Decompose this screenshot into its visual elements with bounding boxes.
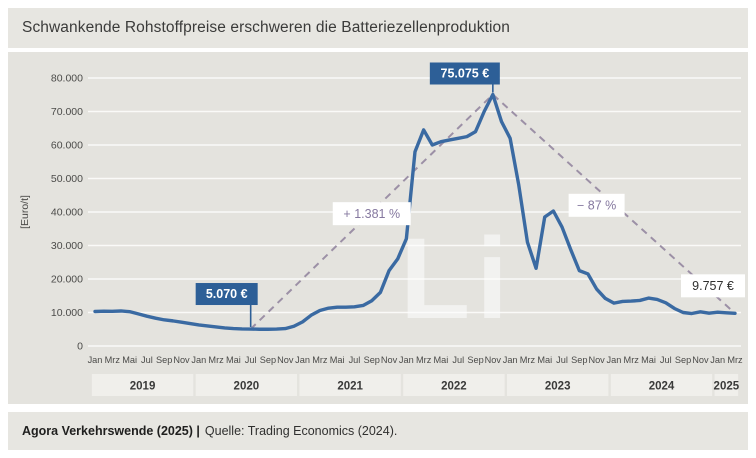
svg-text:Jan: Jan	[607, 355, 622, 365]
svg-text:[Euro/t]: [Euro/t]	[19, 195, 31, 229]
source-publisher: Agora Verkehrswende (2025) |	[22, 424, 200, 438]
svg-text:Sep: Sep	[571, 355, 587, 365]
svg-text:Jan: Jan	[295, 355, 310, 365]
svg-text:Jul: Jul	[349, 355, 361, 365]
svg-text:Nov: Nov	[173, 355, 190, 365]
svg-text:5.070 €: 5.070 €	[206, 287, 248, 301]
svg-text:Mrz: Mrz	[624, 355, 640, 365]
svg-text:Sep: Sep	[364, 355, 380, 365]
svg-text:Mai: Mai	[122, 355, 137, 365]
svg-text:Jan: Jan	[503, 355, 518, 365]
svg-text:Mai: Mai	[330, 355, 345, 365]
svg-text:20.000: 20.000	[51, 274, 83, 286]
svg-text:50.000: 50.000	[51, 173, 83, 185]
svg-text:2019: 2019	[130, 381, 156, 393]
svg-text:Jan: Jan	[399, 355, 414, 365]
svg-text:Jan: Jan	[88, 355, 103, 365]
svg-text:− 87 %: − 87 %	[577, 199, 616, 213]
svg-text:Nov: Nov	[692, 355, 709, 365]
svg-text:2020: 2020	[234, 381, 260, 393]
svg-text:Mrz: Mrz	[208, 355, 224, 365]
svg-text:Mrz: Mrz	[105, 355, 121, 365]
source-reference: Quelle: Trading Economics (2024).	[204, 424, 398, 438]
svg-text:Sep: Sep	[467, 355, 483, 365]
svg-text:70.000: 70.000	[51, 106, 83, 118]
svg-text:10.000: 10.000	[51, 307, 83, 319]
svg-text:Mrz: Mrz	[727, 355, 743, 365]
svg-text:Nov: Nov	[381, 355, 398, 365]
svg-text:60.000: 60.000	[51, 140, 83, 152]
source-bar: Agora Verkehrswende (2025) | Quelle: Tra…	[8, 412, 748, 450]
svg-text:80.000: 80.000	[51, 73, 83, 85]
svg-text:Mai: Mai	[537, 355, 552, 365]
svg-text:Jul: Jul	[141, 355, 153, 365]
svg-text:Jul: Jul	[660, 355, 672, 365]
svg-text:Nov: Nov	[277, 355, 294, 365]
svg-text:2024: 2024	[649, 381, 675, 393]
svg-text:0: 0	[77, 341, 83, 353]
svg-text:40.000: 40.000	[51, 207, 83, 219]
svg-text:75.075 €: 75.075 €	[441, 67, 490, 81]
lithium-price-line-chart: 0 10.000 20.000 30.000 40.000 50.000 60.000 70.…	[19, 62, 745, 396]
svg-text:30.000: 30.000	[51, 240, 83, 252]
svg-text:2025: 2025	[714, 381, 740, 393]
svg-text:Mrz: Mrz	[520, 355, 536, 365]
svg-text:Mrz: Mrz	[416, 355, 432, 365]
svg-text:Mrz: Mrz	[312, 355, 328, 365]
svg-text:Li: Li	[400, 215, 514, 343]
svg-text:2023: 2023	[545, 381, 571, 393]
svg-text:Jul: Jul	[556, 355, 568, 365]
svg-text:Sep: Sep	[156, 355, 172, 365]
svg-text:Nov: Nov	[485, 355, 502, 365]
svg-text:2021: 2021	[337, 381, 363, 393]
chart-title: Schwankende Rohstoffpreise erschweren di…	[22, 19, 510, 36]
svg-text:Jan: Jan	[191, 355, 206, 365]
svg-text:2022: 2022	[441, 381, 467, 393]
svg-text:Sep: Sep	[260, 355, 276, 365]
svg-text:9.757 €: 9.757 €	[692, 279, 734, 293]
svg-text:+ 1.381 %: + 1.381 %	[343, 207, 400, 221]
svg-text:Nov: Nov	[588, 355, 605, 365]
chart-panel: 0 10.000 20.000 30.000 40.000 50.000 60.000 70.…	[8, 52, 748, 404]
svg-text:Mai: Mai	[434, 355, 449, 365]
svg-text:Sep: Sep	[675, 355, 691, 365]
svg-text:Jul: Jul	[452, 355, 464, 365]
svg-text:Jul: Jul	[245, 355, 257, 365]
chart-title-bar: Schwankende Rohstoffpreise erschweren di…	[8, 8, 748, 48]
svg-text:Jan: Jan	[710, 355, 725, 365]
svg-text:Mai: Mai	[641, 355, 656, 365]
svg-text:Mai: Mai	[226, 355, 241, 365]
